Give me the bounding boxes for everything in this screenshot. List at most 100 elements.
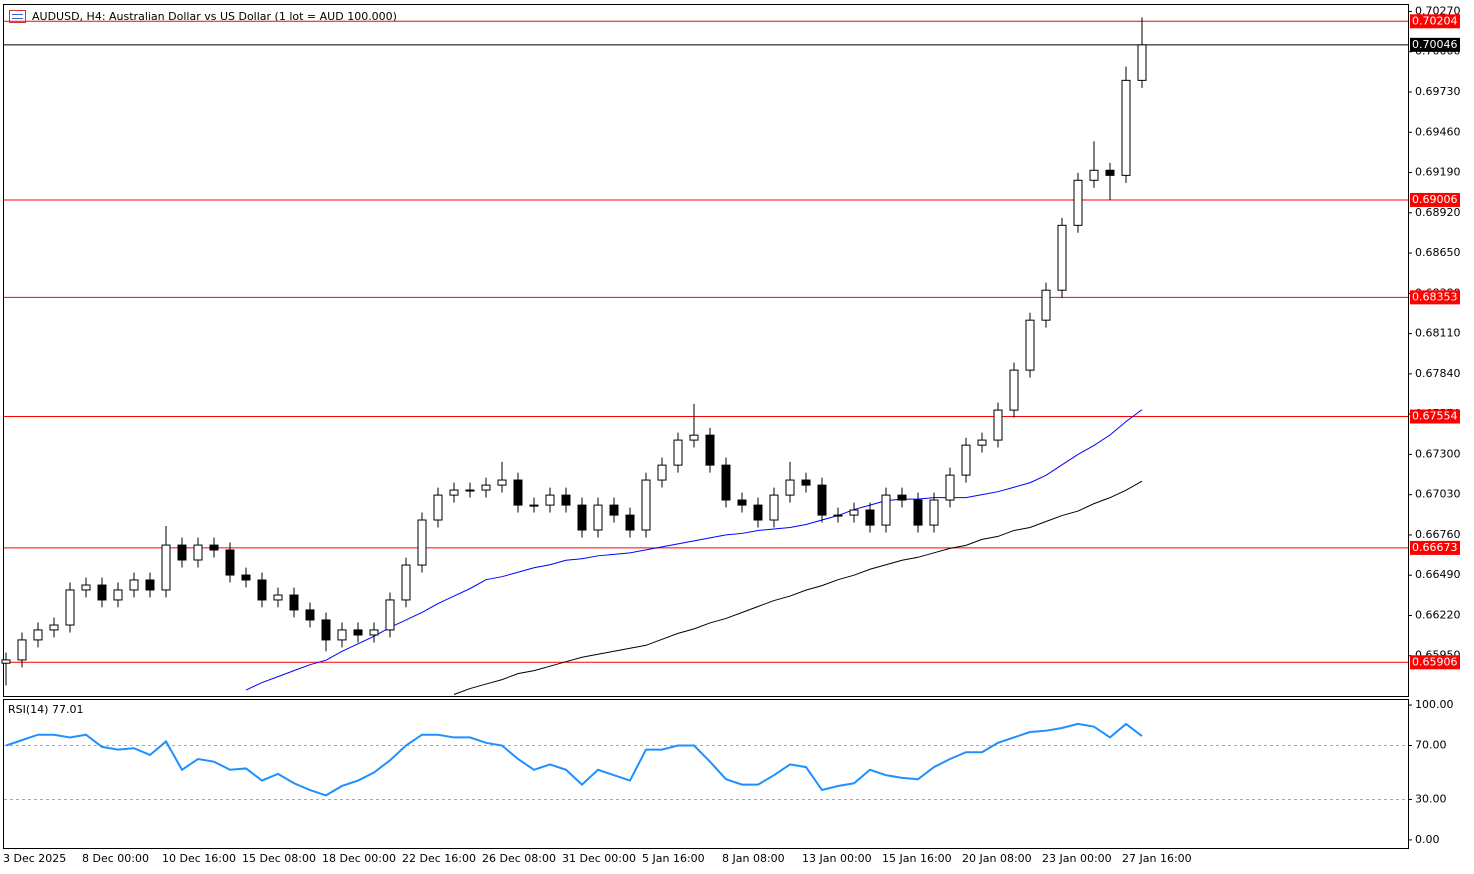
candle-body <box>449 489 459 496</box>
candle-body <box>689 434 699 441</box>
x-tick-label: 23 Jan 00:00 <box>1042 852 1112 865</box>
candle-body <box>1105 169 1115 176</box>
moving-average <box>245 409 1143 691</box>
candle-body <box>497 479 507 486</box>
main-frame <box>3 4 1409 697</box>
rsi-frame <box>3 699 1409 849</box>
candle-body <box>833 514 843 517</box>
candle-body <box>1137 44 1147 81</box>
level-label-box <box>1410 37 1460 52</box>
candle-body <box>1 659 11 664</box>
candle-body <box>353 629 363 636</box>
level-label: 0.70204 <box>1412 14 1458 27</box>
level-label-box <box>1410 655 1460 670</box>
level-label: 0.66673 <box>1412 541 1458 554</box>
candle-body <box>993 409 1003 441</box>
candle-body <box>481 484 491 491</box>
y-tick-label: 0.67300 <box>1415 447 1461 460</box>
x-tick-label: 8 Dec 00:00 <box>82 852 149 865</box>
y-tick-label: 0.68110 <box>1415 327 1461 340</box>
candle-body <box>145 579 155 591</box>
level-label: 0.68353 <box>1412 290 1458 303</box>
level-label-box <box>1410 290 1460 305</box>
y-tick-label: 0.66490 <box>1415 568 1461 581</box>
candle-body <box>721 464 731 501</box>
y-tick-label: 0.67840 <box>1415 367 1461 380</box>
level-label-box <box>1410 409 1460 424</box>
candle-body <box>305 609 315 621</box>
x-tick-label: 31 Dec 00:00 <box>562 852 636 865</box>
candle-body <box>561 494 571 506</box>
candle-body <box>657 464 667 481</box>
level-label-box <box>1410 14 1460 29</box>
candle-body <box>241 574 251 581</box>
candle-body <box>1089 169 1099 181</box>
candle-body <box>129 579 139 591</box>
candle-body <box>193 544 203 561</box>
candle-body <box>17 639 27 661</box>
y-tick-label: 0.69190 <box>1415 166 1461 179</box>
candle-body <box>385 599 395 631</box>
candle-body <box>81 584 91 591</box>
candle-body <box>945 474 955 501</box>
candle-body <box>433 494 443 521</box>
x-tick-label: 27 Jan 16:00 <box>1122 852 1192 865</box>
y-tick-label: 100.00 <box>1415 698 1454 711</box>
candle-body <box>913 499 923 526</box>
x-tick-label: 18 Dec 00:00 <box>322 852 396 865</box>
candle-body <box>49 624 59 631</box>
y-tick-label: 0.70270 <box>1415 4 1461 17</box>
candle-body <box>1073 179 1083 226</box>
candle-body <box>801 479 811 486</box>
level-label-box <box>1410 192 1460 207</box>
candle-body <box>737 499 747 506</box>
x-tick-label: 22 Dec 16:00 <box>402 852 476 865</box>
rsi-title: RSI(14) 77.01 <box>8 703 83 716</box>
y-tick-label: 0.69730 <box>1415 85 1461 98</box>
candle-body <box>1009 369 1019 411</box>
level-label: 0.70046 <box>1412 38 1458 51</box>
candle-body <box>529 504 539 507</box>
candle-body <box>673 439 683 466</box>
candle-body <box>929 499 939 526</box>
candle-body <box>817 484 827 516</box>
x-tick-label: 10 Dec 16:00 <box>162 852 236 865</box>
candle-body <box>209 544 219 551</box>
candle-body <box>705 434 715 466</box>
symbol-icon <box>9 10 26 23</box>
x-tick-label: 5 Jan 16:00 <box>642 852 705 865</box>
rsi-line <box>5 722 1143 797</box>
candle-body <box>577 504 587 531</box>
candle-body <box>1057 224 1067 291</box>
y-tick-label: 0.67030 <box>1415 488 1461 501</box>
x-tick-label: 15 Jan 16:00 <box>882 852 952 865</box>
candle-body <box>337 629 347 641</box>
candle-body <box>97 584 107 601</box>
candle-body <box>513 479 523 506</box>
level-label-box <box>1410 540 1460 555</box>
candle-body <box>465 489 475 492</box>
candle-body <box>33 629 43 641</box>
level-label: 0.69006 <box>1412 193 1458 206</box>
candle-body <box>977 439 987 446</box>
candle-body <box>897 494 907 501</box>
candle-body <box>417 519 427 566</box>
chart-title: AUDUSD, H4: Australian Dollar vs US Doll… <box>32 10 397 23</box>
candle-body <box>545 494 555 506</box>
candle-body <box>865 509 875 526</box>
level-label: 0.65906 <box>1412 655 1458 668</box>
x-tick-label: 3 Dec 2025 <box>3 852 66 865</box>
candle-body <box>65 589 75 626</box>
candle-body <box>369 629 379 636</box>
y-tick-label: 0.68650 <box>1415 246 1461 259</box>
y-tick-label: 0.68920 <box>1415 206 1461 219</box>
candle-body <box>849 509 859 516</box>
candle-body <box>753 504 763 521</box>
y-tick-label: 0.00 <box>1415 833 1440 846</box>
candle-body <box>273 594 283 601</box>
level-label: 0.67554 <box>1412 410 1458 423</box>
x-tick-label: 20 Jan 08:00 <box>962 852 1032 865</box>
candle-body <box>177 544 187 561</box>
